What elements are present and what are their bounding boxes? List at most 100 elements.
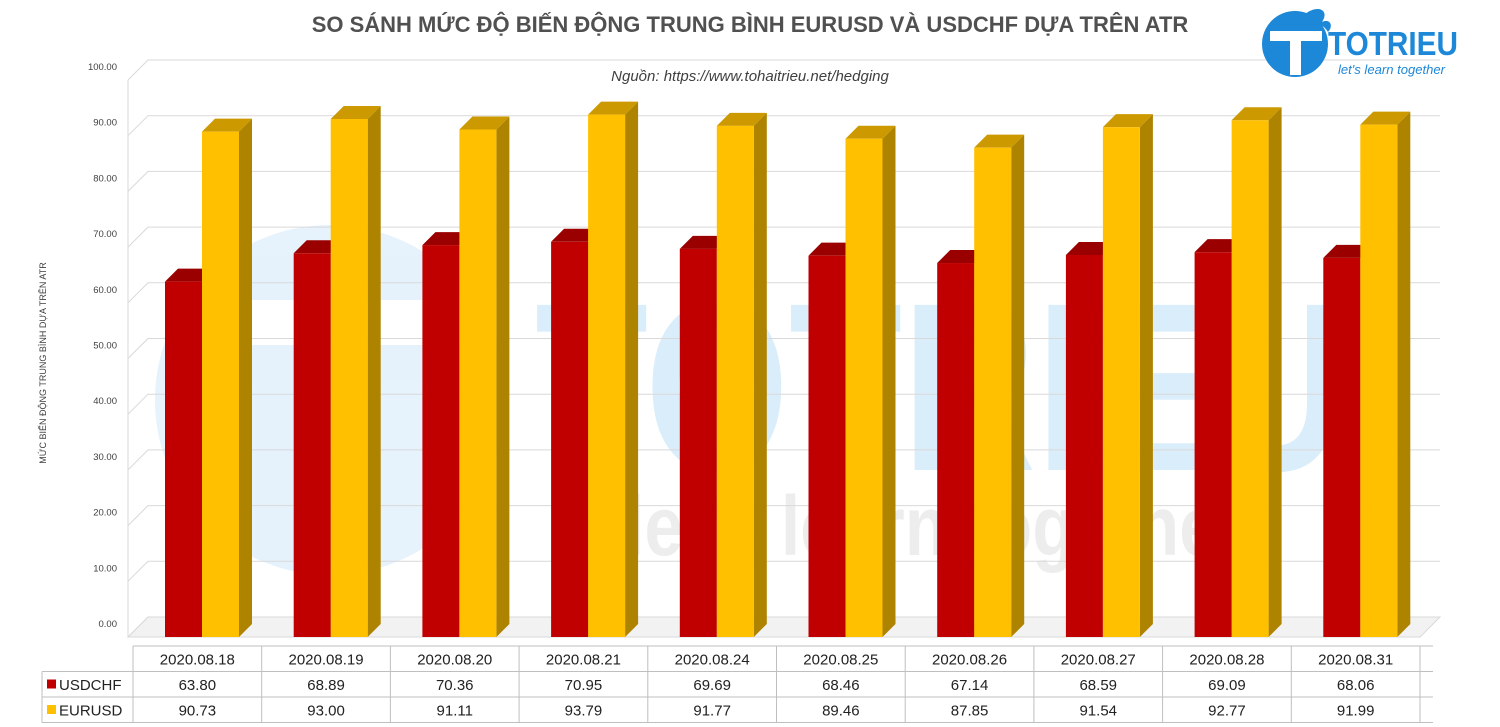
x-tick-label: 2020.08.28	[1189, 652, 1264, 669]
bar-front	[937, 263, 975, 637]
data-label: 70.36	[436, 677, 474, 694]
gridline	[127, 59, 1440, 81]
logo-flame-icon	[1262, 8, 1331, 77]
bar-side	[1268, 107, 1282, 637]
y-tick-label: 90.00	[93, 118, 117, 129]
y-tick-label: 20.00	[93, 508, 117, 519]
y-tick-label: 10.00	[93, 563, 117, 574]
data-label: 89.46	[822, 703, 860, 720]
bar-side	[367, 105, 381, 638]
data-label: 68.46	[822, 677, 860, 694]
bar-side	[1397, 111, 1411, 637]
bar-top	[330, 105, 381, 119]
data-label: 70.95	[565, 677, 603, 694]
data-label: 93.79	[565, 703, 603, 720]
bar-front	[1194, 252, 1232, 637]
data-label: 63.80	[179, 677, 217, 694]
data-label: 68.06	[1337, 677, 1375, 694]
bar-front	[808, 255, 846, 637]
bar-side	[625, 101, 639, 637]
plot-area: 0.00 10.00 20.00 30.00 40.00 50.00 60.00 70.00 8…	[88, 59, 1442, 638]
bar-eurusd	[330, 105, 381, 638]
legend-entry: EURUSD	[47, 703, 123, 720]
data-label: 69.69	[693, 677, 731, 694]
legend-label: USDCHF	[59, 677, 122, 694]
bar-eurusd	[1231, 107, 1282, 637]
logo-name: TOTRIEU	[1328, 25, 1458, 62]
bar-front	[165, 281, 202, 637]
bar-front	[202, 131, 239, 637]
data-label: 91.99	[1337, 703, 1375, 720]
bar-front	[845, 138, 883, 637]
data-label: 92.77	[1208, 703, 1246, 720]
x-tick-label: 2020.08.24	[675, 652, 750, 669]
data-label: 68.59	[1079, 677, 1117, 694]
data-label: 67.14	[951, 677, 989, 694]
x-tick-label: 2020.08.19	[289, 652, 364, 669]
bar-front	[459, 129, 497, 637]
bar-eurusd	[974, 134, 1025, 637]
bar-top	[588, 101, 639, 115]
data-label: 93.00	[307, 703, 345, 720]
gridline	[127, 115, 1440, 137]
bar-side	[1139, 114, 1153, 638]
bar-front	[1360, 124, 1398, 637]
bar-side	[496, 116, 510, 637]
bar-top	[845, 125, 896, 139]
x-tick-label: 2020.08.18	[160, 652, 235, 669]
y-tick-label: 40.00	[93, 396, 117, 407]
bar-top	[1231, 107, 1282, 121]
data-label: 68.89	[307, 677, 345, 694]
bar-front	[330, 118, 368, 638]
bar-front	[1102, 127, 1140, 638]
data-label: 90.73	[179, 703, 217, 720]
bar-top	[716, 112, 767, 126]
y-axis-label: MỨC BIẾN ĐỘNG TRUNG BÌNH DỰA TRÊN ATR	[38, 262, 48, 464]
y-tick-label: 80.00	[93, 173, 117, 184]
bar-front	[1065, 254, 1103, 637]
data-table: 2020.08.18 2020.08.19 2020.08.20 2020.08.21…	[41, 645, 1433, 723]
bar-top	[202, 118, 252, 132]
bar-front	[974, 147, 1012, 637]
logo-tagline: let's learn together	[1338, 62, 1446, 77]
data-label: 87.85	[951, 703, 989, 720]
legend-swatch	[47, 679, 56, 689]
x-tick-label: 2020.08.25	[803, 652, 878, 669]
y-tick-label: 70.00	[93, 229, 117, 240]
bar-front	[551, 241, 589, 637]
y-tick-label: 100.00	[88, 62, 117, 73]
x-tick-label: 2020.08.26	[932, 652, 1007, 669]
data-label: 91.77	[693, 703, 731, 720]
x-tick-label: 2020.08.31	[1318, 652, 1393, 669]
bar-front	[422, 245, 460, 638]
y-tick-label: 50.00	[93, 341, 117, 352]
bar-eurusd	[1102, 114, 1153, 638]
y-tick-label: 60.00	[93, 285, 117, 296]
bar-front	[1231, 120, 1269, 637]
bar-side	[882, 125, 896, 638]
y-tick-label: 30.00	[93, 452, 117, 463]
bar-top	[459, 116, 510, 130]
legend-swatch	[47, 705, 56, 714]
bar-eurusd	[588, 101, 639, 637]
bar-eurusd	[202, 118, 252, 637]
bar-eurusd	[716, 112, 767, 638]
x-tick-label: 2020.08.20	[417, 652, 492, 669]
bar-side	[753, 112, 767, 637]
bar-eurusd	[845, 125, 896, 638]
bar-front	[716, 125, 754, 638]
x-tick-label: 2020.08.21	[546, 652, 621, 669]
bar-top	[974, 134, 1025, 148]
y-tick-label: 0.00	[99, 619, 118, 630]
legend-label: EURUSD	[59, 703, 123, 720]
bar-side	[239, 118, 252, 637]
bar-side	[1011, 134, 1025, 637]
bar-eurusd	[1360, 111, 1411, 637]
bar-top	[1102, 114, 1153, 128]
data-label: 91.54	[1079, 703, 1117, 720]
bar-top	[1360, 111, 1411, 125]
legend-entry: USDCHF	[47, 677, 122, 694]
chart-subtitle: Nguồn: https://www.tohaitrieu.net/hedgin…	[611, 68, 889, 85]
brand-logo: TOTRIEU let's learn together	[1262, 8, 1458, 77]
